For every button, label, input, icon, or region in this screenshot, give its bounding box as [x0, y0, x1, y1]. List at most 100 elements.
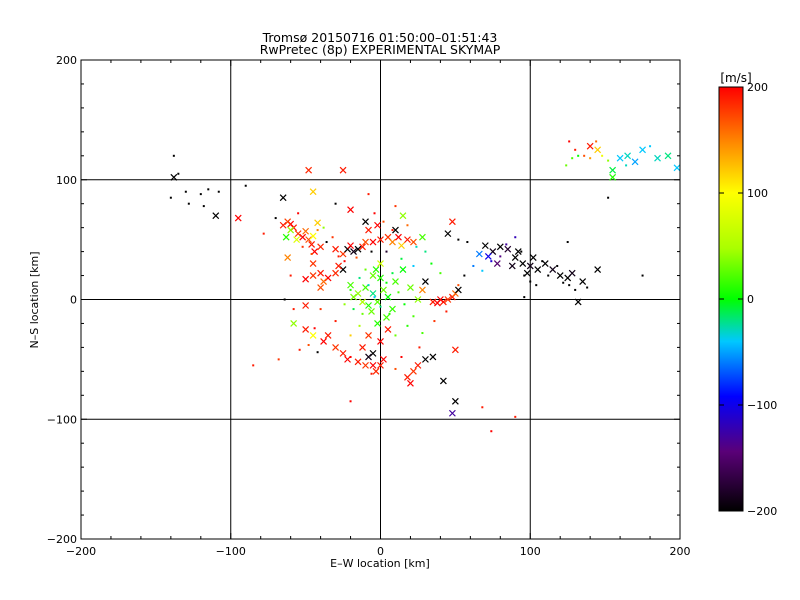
data-point-cross	[429, 353, 437, 361]
data-point-dot	[514, 415, 517, 418]
data-point-cross	[350, 293, 357, 301]
y-tick-label: 200	[56, 54, 77, 67]
data-point-cross	[448, 218, 456, 226]
data-point-cross	[290, 320, 298, 327]
data-point-dot	[403, 303, 406, 306]
data-point-cross	[377, 337, 384, 345]
data-point-cross	[586, 142, 594, 150]
data-point-dot	[283, 298, 286, 301]
data-point-cross	[399, 212, 407, 220]
data-point-dot	[565, 164, 568, 167]
data-point-dot	[202, 205, 205, 208]
data-point-dot	[297, 212, 300, 215]
data-point-cross	[377, 260, 384, 267]
data-point-dot	[277, 358, 280, 361]
data-point-cross	[609, 166, 617, 174]
data-point-cross	[284, 254, 292, 262]
y-tick-label: −200	[47, 533, 77, 546]
data-point-dot	[406, 324, 409, 327]
data-point-dot	[370, 250, 373, 253]
data-point-cross	[377, 274, 384, 282]
data-point-dot	[463, 274, 466, 277]
data-point-dot	[586, 286, 589, 289]
data-point-dot	[177, 172, 180, 175]
data-point-dot	[535, 284, 538, 287]
data-point-cross	[399, 266, 407, 273]
data-point-cross	[422, 278, 429, 285]
data-point-cross	[309, 188, 317, 196]
data-point-cross	[436, 296, 444, 303]
data-point-cross	[377, 236, 384, 244]
data-point-dot	[397, 291, 400, 294]
data-point-dot	[322, 226, 325, 229]
data-point-cross	[448, 409, 456, 417]
data-point-dot	[406, 224, 409, 227]
data-point-dot	[566, 241, 569, 244]
data-points	[169, 140, 680, 433]
data-point-dot	[481, 269, 484, 272]
data-point-dot	[394, 334, 397, 337]
data-point-cross	[320, 278, 328, 285]
data-point-dot	[394, 367, 397, 370]
data-point-dot	[601, 154, 604, 157]
data-point-cross	[369, 361, 377, 369]
data-point-cross	[339, 266, 347, 273]
data-point-cross	[451, 397, 459, 405]
data-point-cross	[410, 367, 417, 375]
data-point-cross	[374, 298, 381, 306]
data-point-dot	[301, 245, 304, 248]
data-point-cross	[568, 269, 576, 277]
data-point-dot	[337, 255, 340, 258]
data-point-dot	[313, 327, 316, 330]
x-tick-label: −200	[66, 545, 96, 558]
data-point-cross	[484, 252, 492, 260]
data-point-dot	[331, 236, 334, 239]
data-point-cross	[365, 332, 372, 339]
data-point-cross	[392, 226, 399, 234]
data-point-dot	[415, 245, 418, 248]
data-point-cross	[287, 226, 295, 234]
data-point-cross	[398, 242, 405, 250]
data-point-cross	[170, 173, 178, 181]
data-point-cross	[380, 286, 387, 294]
colorbar-title: [m/s]	[720, 71, 751, 85]
data-point-cross	[359, 343, 366, 351]
y-tick-labels: −200 −100 0 100 200	[47, 54, 77, 546]
data-point-dot	[343, 303, 346, 306]
data-point-dot	[541, 260, 544, 263]
data-point-cross	[624, 152, 632, 160]
data-point-dot	[607, 159, 610, 162]
data-point-dot	[334, 202, 337, 205]
data-point-cross	[372, 266, 380, 273]
data-point-dot	[244, 184, 247, 187]
data-point-cross	[395, 233, 402, 241]
data-point-dot	[289, 274, 292, 277]
data-point-dot	[217, 190, 220, 193]
data-point-cross	[309, 272, 317, 279]
data-point-dot	[388, 312, 391, 315]
data-point-dot	[568, 284, 571, 287]
data-point-cross	[279, 221, 287, 229]
data-point-cross	[414, 361, 422, 369]
colorbar-tick-label: 100	[747, 187, 768, 200]
data-point-dot	[607, 196, 610, 199]
data-point-dot	[349, 334, 352, 337]
data-point-dot	[343, 260, 346, 263]
data-point-cross	[302, 227, 310, 235]
data-point-dot	[481, 406, 484, 409]
data-point-cross	[332, 269, 339, 277]
data-point-dot	[334, 320, 337, 323]
data-point-dot	[316, 229, 319, 232]
data-point-dot	[361, 312, 364, 315]
data-point-cross	[359, 243, 366, 251]
y-axis-label: N–S location [km]	[28, 251, 41, 348]
data-point-dot	[391, 272, 394, 275]
data-point-cross	[439, 377, 447, 385]
data-point-dot	[307, 344, 310, 347]
data-point-cross	[362, 218, 369, 226]
data-point-dot	[641, 274, 644, 277]
colorbar-tick-label: −200	[747, 505, 777, 518]
data-point-cross	[481, 242, 489, 250]
data-point-dot	[310, 252, 313, 255]
y-tick-label: 100	[56, 174, 77, 187]
